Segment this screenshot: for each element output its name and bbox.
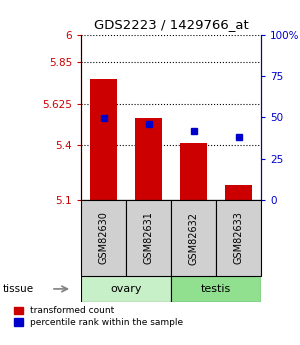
Title: GDS2223 / 1429766_at: GDS2223 / 1429766_at <box>94 18 248 31</box>
Bar <box>135 118 162 200</box>
FancyBboxPatch shape <box>82 200 126 276</box>
Bar <box>180 143 207 200</box>
Text: testis: testis <box>201 284 231 294</box>
Bar <box>225 185 252 200</box>
FancyBboxPatch shape <box>81 276 171 302</box>
FancyBboxPatch shape <box>127 200 171 276</box>
Text: GSM82630: GSM82630 <box>98 211 109 265</box>
Text: ovary: ovary <box>110 284 142 294</box>
Text: GSM82633: GSM82633 <box>233 211 244 265</box>
Text: tissue: tissue <box>3 284 34 294</box>
FancyBboxPatch shape <box>171 276 261 302</box>
Text: GSM82632: GSM82632 <box>188 211 199 265</box>
FancyBboxPatch shape <box>172 200 216 276</box>
Text: GSM82631: GSM82631 <box>143 211 154 265</box>
Bar <box>90 79 117 200</box>
FancyBboxPatch shape <box>217 200 260 276</box>
Legend: transformed count, percentile rank within the sample: transformed count, percentile rank withi… <box>14 306 183 327</box>
